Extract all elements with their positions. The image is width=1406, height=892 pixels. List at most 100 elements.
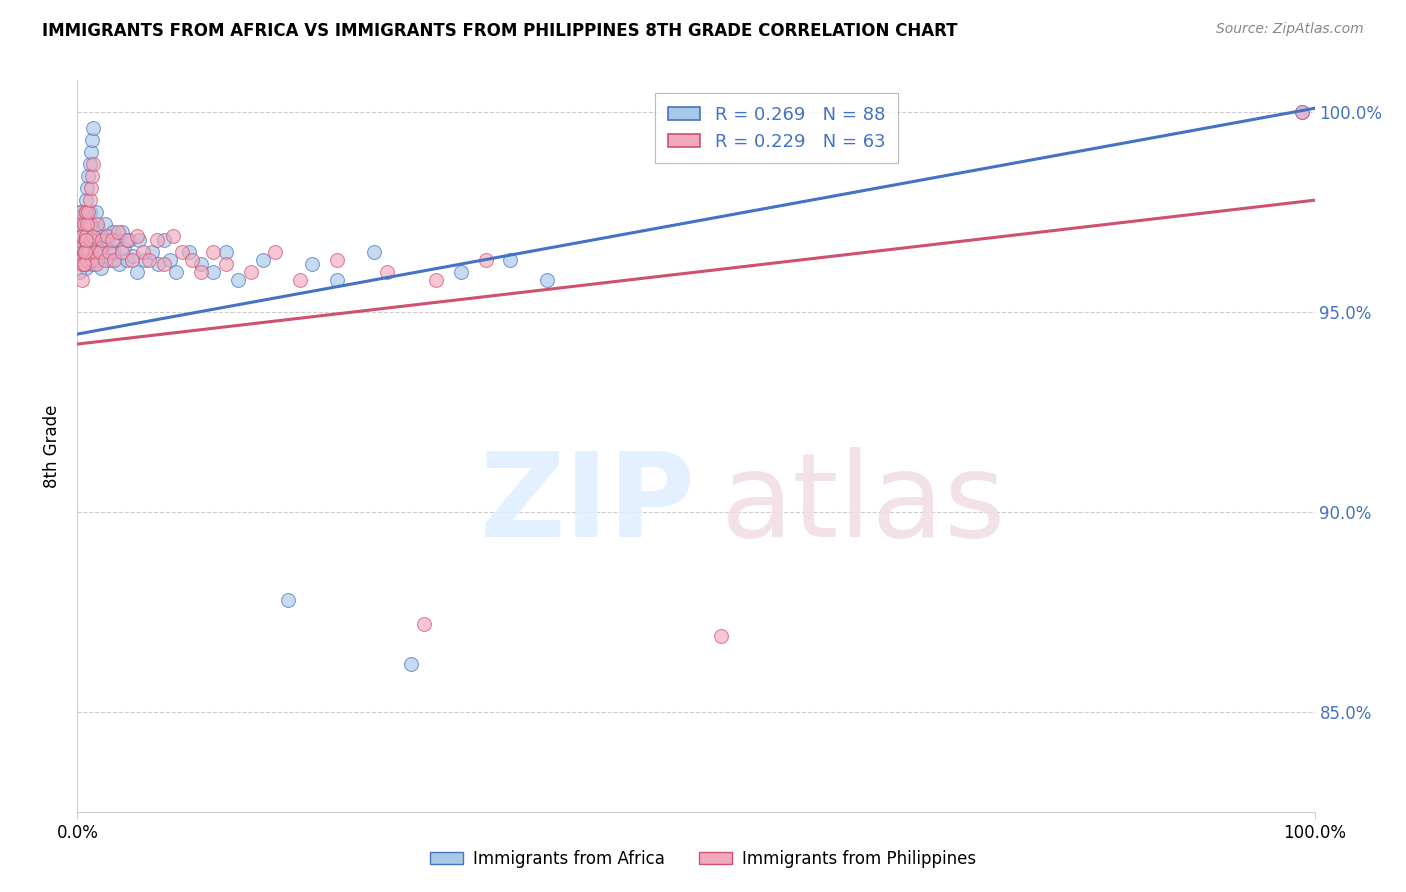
Point	[115, 233, 138, 247]
Point	[264, 245, 287, 260]
Point	[83, 245, 105, 260]
Point	[80, 221, 103, 235]
Point	[89, 241, 111, 255]
Point	[79, 217, 101, 231]
Point	[73, 205, 96, 219]
Text: Source: ZipAtlas.com: Source: ZipAtlas.com	[1216, 22, 1364, 37]
Point	[128, 233, 150, 247]
Point	[132, 245, 155, 260]
Point	[80, 145, 103, 160]
Point	[70, 241, 93, 255]
Point	[710, 629, 733, 643]
Point	[111, 225, 134, 239]
Point	[70, 253, 93, 268]
Point	[80, 245, 103, 260]
Point	[103, 225, 125, 239]
Point	[82, 157, 104, 171]
Point	[226, 273, 249, 287]
Point	[118, 233, 141, 247]
Point	[70, 241, 93, 255]
Point	[1291, 105, 1313, 120]
Point	[1291, 105, 1313, 120]
Point	[97, 233, 120, 247]
Point	[138, 253, 160, 268]
Point	[145, 233, 167, 247]
Point	[72, 217, 94, 231]
Point	[277, 593, 299, 607]
Point	[72, 257, 94, 271]
Legend: Immigrants from Africa, Immigrants from Philippines: Immigrants from Africa, Immigrants from …	[423, 844, 983, 875]
Point	[76, 229, 98, 244]
Point	[79, 253, 101, 268]
Text: ZIP: ZIP	[479, 447, 696, 562]
Point	[73, 233, 96, 247]
Point	[93, 217, 115, 231]
Point	[87, 221, 110, 235]
Point	[450, 265, 472, 279]
Point	[90, 261, 112, 276]
Point	[252, 253, 274, 268]
Point	[134, 253, 156, 268]
Point	[75, 221, 97, 235]
Point	[412, 616, 434, 631]
Point	[72, 249, 94, 263]
Point	[80, 233, 103, 247]
Point	[72, 213, 94, 227]
Point	[69, 217, 91, 231]
Point	[181, 253, 204, 268]
Point	[82, 133, 104, 147]
Point	[153, 233, 176, 247]
Point	[67, 205, 90, 219]
Point	[159, 253, 181, 268]
Point	[215, 245, 238, 260]
Point	[91, 249, 114, 263]
Point	[202, 245, 225, 260]
Point	[82, 169, 104, 184]
Point	[190, 265, 212, 279]
Point	[375, 265, 398, 279]
Point	[84, 205, 107, 219]
Point	[72, 217, 94, 231]
Point	[82, 121, 104, 136]
Point	[76, 217, 98, 231]
Point	[75, 233, 97, 247]
Point	[82, 225, 104, 239]
Point	[103, 253, 125, 268]
Text: atlas: atlas	[721, 447, 1007, 562]
Point	[76, 253, 98, 268]
Point	[77, 237, 100, 252]
Point	[82, 253, 104, 268]
Point	[202, 265, 225, 279]
Point	[77, 169, 100, 184]
Point	[75, 205, 97, 219]
Point	[73, 257, 96, 271]
Point	[121, 253, 143, 268]
Point	[107, 225, 129, 239]
Point	[73, 257, 96, 271]
Point	[499, 253, 522, 268]
Point	[288, 273, 311, 287]
Point	[96, 229, 118, 244]
Point	[153, 257, 176, 271]
Point	[83, 241, 105, 255]
Point	[70, 221, 93, 235]
Point	[73, 233, 96, 247]
Point	[425, 273, 447, 287]
Point	[125, 265, 148, 279]
Point	[72, 229, 94, 244]
Point	[115, 253, 138, 268]
Point	[86, 253, 108, 268]
Point	[72, 273, 94, 287]
Point	[326, 273, 349, 287]
Point	[76, 181, 98, 195]
Point	[536, 273, 558, 287]
Point	[76, 249, 98, 263]
Point	[84, 257, 107, 271]
Point	[162, 229, 184, 244]
Point	[326, 253, 349, 268]
Point	[70, 205, 93, 219]
Point	[69, 253, 91, 268]
Point	[72, 245, 94, 260]
Point	[75, 261, 97, 276]
Point	[89, 245, 111, 260]
